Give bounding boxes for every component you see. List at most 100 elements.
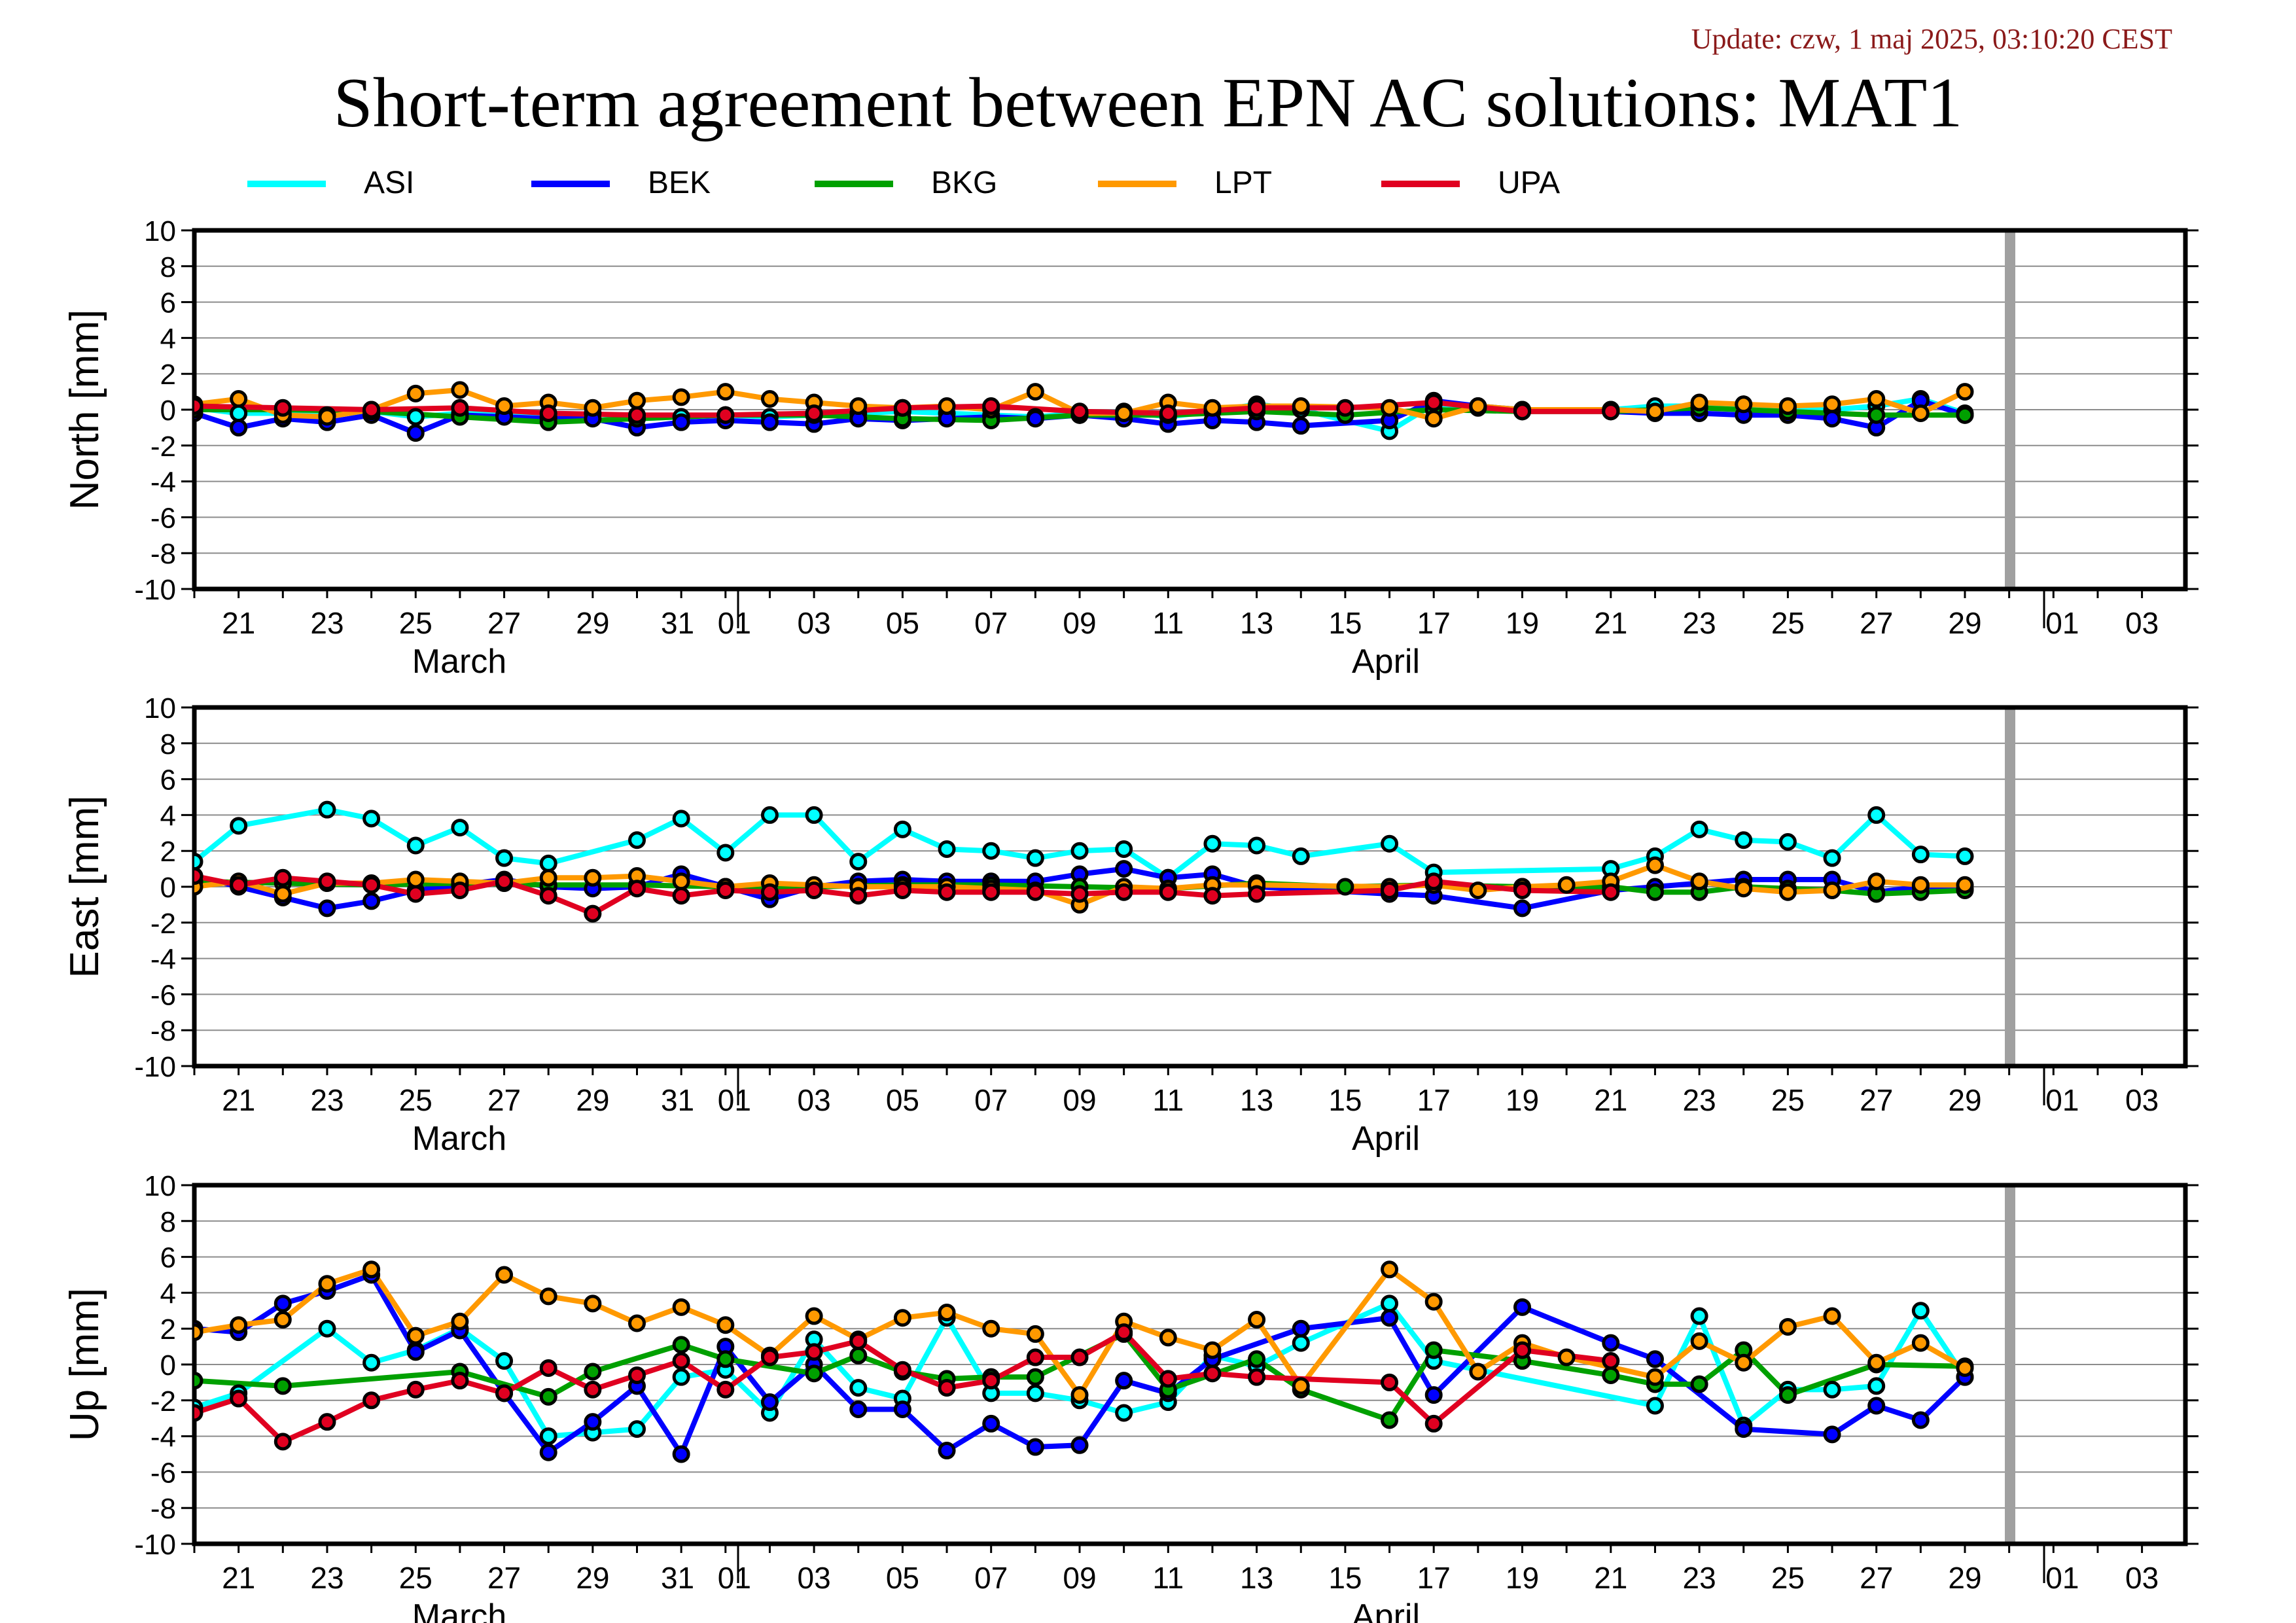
data-point-upa	[805, 404, 823, 422]
data-point-asi	[1867, 1377, 1886, 1395]
y-tick-label: -8	[150, 1493, 176, 1525]
data-point-lpt	[672, 1298, 690, 1316]
data-point-lpt	[893, 1309, 911, 1327]
y-tick-label: -8	[150, 1015, 176, 1047]
x-tick-label: 15	[1328, 1561, 1362, 1595]
data-point-upa	[362, 401, 381, 419]
data-point-upa	[539, 1359, 557, 1377]
x-tick-label: 23	[310, 1083, 344, 1117]
x-tick-label: 21	[1594, 606, 1627, 640]
data-point-bek	[893, 1400, 911, 1418]
x-tick-label: 19	[1506, 1561, 1539, 1595]
data-point-lpt	[1381, 399, 1399, 417]
panel-north: 10 8 6 4 2 0 -2 -4-6 -8 -10 21 23 25 27 29 31 01 03 05 07 09…	[62, 215, 2199, 681]
y-tick-label: 0	[160, 395, 176, 427]
data-point-lpt	[716, 383, 735, 401]
data-point-asi	[406, 408, 425, 426]
data-point-upa	[938, 1379, 956, 1397]
data-point-lpt	[1778, 1317, 1797, 1336]
data-point-bkg	[1778, 1386, 1797, 1404]
data-point-asi	[194, 853, 203, 871]
x-tick-label: 23	[1683, 606, 1716, 640]
x-tick-label: 15	[1328, 1083, 1362, 1117]
data-point-bek	[1867, 1397, 1886, 1415]
data-point-upa	[194, 867, 203, 885]
month-label-april: April	[1352, 643, 1420, 681]
x-tick-label: 03	[798, 606, 831, 640]
x-tick-label: 21	[222, 1083, 255, 1117]
page-title: Short-term agreement between EPN AC solu…	[333, 64, 1963, 142]
y-tick-label: -4	[150, 467, 176, 499]
data-point-lpt	[584, 399, 602, 417]
data-point-upa	[1159, 404, 1177, 422]
month-label-march: March	[412, 643, 506, 681]
y-tick-label: -6	[150, 502, 176, 534]
legend-label-bek: BEK	[648, 166, 711, 200]
data-point-bek	[1735, 1420, 1753, 1438]
x-tick-label: 25	[399, 1083, 433, 1117]
data-point-bkg	[1248, 1350, 1266, 1368]
data-point-asi	[495, 849, 514, 867]
y-tick-label: 4	[160, 323, 176, 355]
data-point-asi	[1690, 1307, 1708, 1325]
data-point-upa	[451, 1372, 469, 1390]
data-point-upa	[1248, 399, 1266, 417]
data-point-bek	[1070, 1436, 1089, 1454]
data-point-upa	[1203, 1364, 1222, 1383]
data-point-lpt	[194, 1323, 203, 1342]
y-tick-label: -10	[134, 574, 176, 606]
data-point-bek	[1292, 1319, 1310, 1338]
y-tick-label: 10	[144, 692, 176, 724]
legend-label-bkg: BKG	[931, 166, 998, 200]
data-point-bkg	[1381, 1411, 1399, 1429]
data-point-upa	[1602, 883, 1620, 901]
y-tick-label: 2	[160, 836, 176, 868]
data-point-bek	[672, 1445, 690, 1463]
x-tick-label: 03	[798, 1561, 831, 1595]
data-point-asi	[1115, 1404, 1133, 1422]
x-tick-label: 25	[399, 1561, 433, 1595]
x-tick-label: 09	[1063, 1561, 1096, 1595]
data-point-asi	[1735, 831, 1753, 849]
data-point-lpt	[1469, 1363, 1487, 1381]
data-point-lpt	[1026, 1325, 1044, 1343]
data-point-asi	[539, 854, 557, 872]
marker-line	[2005, 707, 2015, 1066]
data-point-upa	[274, 399, 292, 417]
y-tick-label: -2	[150, 908, 176, 940]
data-point-lpt	[406, 384, 425, 402]
data-point-upa	[584, 904, 602, 923]
data-point-lpt	[1469, 881, 1487, 899]
data-point-upa	[1159, 1370, 1177, 1388]
data-point-bkg	[1867, 406, 1886, 424]
data-point-lpt	[628, 1314, 646, 1332]
data-point-upa	[628, 1366, 646, 1384]
x-tick-label: 25	[399, 606, 433, 640]
panel-east: 10 8 6 4 2 0 -2 -4-6 -8 -10 21 23 25 27 29 31 01 03 05 07 09…	[62, 692, 2199, 1158]
marker-line	[2005, 1185, 2015, 1544]
data-point-lpt	[938, 397, 956, 416]
x-tick-label: 27	[1860, 606, 1893, 640]
data-point-asi	[495, 1352, 514, 1370]
data-point-lpt	[495, 1266, 514, 1284]
legend-swatch-asi	[247, 181, 326, 187]
x-tick-label: 09	[1063, 1083, 1096, 1117]
data-point-bek	[274, 1294, 292, 1313]
x-tick-label: 17	[1417, 1561, 1451, 1595]
x-tick-label: 03	[798, 1083, 831, 1117]
data-point-lpt	[1070, 1386, 1089, 1404]
data-point-bkg	[1336, 878, 1354, 896]
data-point-lpt	[230, 390, 248, 408]
x-tick-label: 27	[487, 1083, 521, 1117]
x-tick-label: 15	[1328, 606, 1362, 640]
data-point-asi	[406, 836, 425, 855]
series-line-upa	[194, 1329, 1612, 1444]
data-point-bek	[1115, 860, 1133, 878]
data-point-upa	[1248, 885, 1266, 903]
data-point-asi	[1381, 1294, 1399, 1313]
x-tick-label: 17	[1417, 606, 1451, 640]
data-point-bek	[849, 1400, 868, 1418]
data-point-lpt	[274, 1311, 292, 1329]
data-point-lpt	[1911, 876, 1930, 894]
x-tick-label: 29	[576, 1083, 609, 1117]
